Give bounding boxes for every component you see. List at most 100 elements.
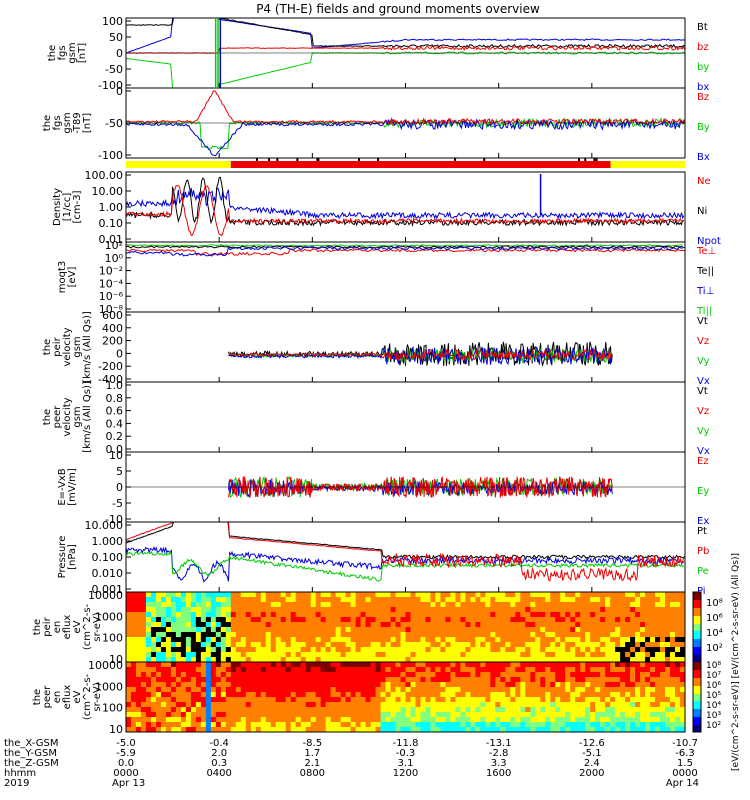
series-line-blue: [125, 17, 686, 54]
peer-spectrogram-cell: [315, 687, 322, 693]
peir-spectrogram-cell: [400, 592, 406, 598]
colorbar-swatch: [693, 674, 701, 676]
peer-spectrogram-cell: [155, 697, 162, 703]
peer-spectrogram-cell: [585, 662, 591, 668]
peer-spectrogram-cell: [680, 687, 686, 693]
peer-spectrogram-cell: [620, 712, 626, 718]
peir-spectrogram-cell: [570, 657, 576, 663]
peer-spectrogram-cell: [205, 697, 212, 703]
peir-spectrogram-cell: [560, 622, 566, 628]
peer-spectrogram-cell: [560, 662, 566, 668]
peer-spectrogram-cell: [320, 672, 327, 678]
peer-spectrogram-cell: [155, 662, 162, 668]
peir-spectrogram-cell: [460, 612, 466, 618]
peer-spectrogram-cell: [205, 662, 212, 668]
peir-spectrogram-cell: [350, 597, 356, 603]
peer-spectrogram-cell: [235, 687, 242, 693]
peer-spectrogram-cell: [395, 662, 401, 668]
peir-spectrogram-cell: [445, 647, 451, 653]
peir-spectrogram-cell: [225, 597, 232, 603]
peer-spectrogram-cell: [580, 667, 586, 673]
status-bar: [126, 158, 685, 168]
peer-spectrogram-cell: [680, 702, 686, 708]
peer-spectrogram-cell: [555, 722, 561, 728]
peer-spectrogram-cell: [660, 697, 666, 703]
peir-spectrogram-cell: [585, 652, 591, 658]
peer-spectrogram-cell: [165, 702, 172, 708]
peir-spectrogram-cell: [335, 637, 342, 643]
peer-spectrogram-cell: [185, 667, 192, 673]
peer-spectrogram-cell: [535, 697, 541, 703]
peer-spectrogram-cell: [150, 707, 157, 713]
peer-spectrogram-cell: [460, 717, 466, 723]
peir-spectrogram-cell: [620, 612, 626, 618]
peer-spectrogram-cell: [130, 692, 137, 698]
peer-spectrogram-cell: [160, 662, 167, 668]
peir-spectrogram-cell: [265, 632, 272, 638]
peir-spectrogram-cell: [400, 612, 406, 618]
peer-spectrogram-cell: [300, 712, 307, 718]
peir-spectrogram-cell: [320, 622, 327, 628]
peir-spectrogram-cell: [340, 647, 347, 653]
peer-spectrogram-cell: [470, 682, 476, 688]
peer-spectrogram-cell: [430, 717, 436, 723]
peer-spectrogram-cell: [180, 692, 187, 698]
peir-spectrogram-cell: [305, 627, 312, 633]
peir-spectrogram-cell: [555, 607, 561, 613]
peer-spectrogram-cell: [605, 712, 611, 718]
peer-spectrogram-cell: [625, 672, 631, 678]
peir-spectrogram-cell: [155, 637, 162, 643]
peir-spectrogram-cell: [460, 642, 466, 648]
peer-spectrogram-cell: [415, 682, 421, 688]
peir-spectrogram-cell: [165, 652, 172, 658]
peer-spectrogram-cell: [350, 667, 356, 673]
peir-spectrogram-cell: [610, 627, 616, 633]
peer-spectrogram-cell: [220, 717, 227, 723]
peir-spectrogram-cell: [235, 602, 242, 608]
peir-spectrogram-cell: [250, 652, 257, 658]
peer-spectrogram-cell: [240, 692, 247, 698]
peir-spectrogram-cell: [270, 592, 277, 598]
peer-spectrogram-cell: [245, 667, 252, 673]
peir-spectrogram-cell: [260, 607, 267, 613]
peir-spectrogram-cell: [605, 602, 611, 608]
peir-spectrogram-cell: [635, 647, 641, 653]
peer-spectrogram-cell: [640, 717, 646, 723]
peir-spectrogram-cell: [275, 637, 282, 643]
series-line-red: [125, 248, 686, 257]
peer-spectrogram-cell: [400, 692, 406, 698]
peir-spectrogram-cell: [220, 647, 227, 653]
peer-spectrogram-cell: [140, 707, 147, 713]
peir-spectrogram-cell: [340, 602, 347, 608]
peer-spectrogram-cell: [215, 677, 222, 683]
peer-spectrogram-cell: [465, 702, 471, 708]
peer-spectrogram-cell: [575, 717, 581, 723]
peir-spectrogram-cell: [190, 592, 197, 598]
peir-spectrogram-cell: [415, 627, 421, 633]
peir-spectrogram-cell: [285, 607, 292, 613]
peir-spectrogram-cell: [420, 657, 426, 663]
peir-spectrogram-cell: [200, 637, 207, 643]
peer-spectrogram-cell: [330, 687, 337, 693]
colorbar-swatch: [693, 685, 701, 687]
peir-spectrogram-cell: [655, 632, 661, 638]
peer-spectrogram-cell: [215, 682, 222, 688]
peir-spectrogram-cell: [655, 592, 661, 598]
peir-spectrogram-cell: [300, 627, 307, 633]
peir-spectrogram-cell: [440, 617, 446, 623]
peir-spectrogram-cell: [440, 627, 446, 633]
peir-spectrogram-cell: [260, 657, 267, 663]
peir-spectrogram-cell: [525, 642, 531, 648]
peir-spectrogram-cell: [350, 622, 356, 628]
peir-spectrogram-cell: [450, 617, 456, 623]
peer-spectrogram-cell: [545, 682, 551, 688]
peir-spectrogram-cell: [390, 607, 396, 613]
series-line-black: [125, 521, 686, 560]
peer-spectrogram-cell: [380, 687, 386, 693]
peir-spectrogram-cell: [425, 602, 431, 608]
peer-spectrogram-cell: [230, 692, 237, 698]
peir-spectrogram-cell: [210, 607, 217, 613]
peer-spectrogram-cell: [495, 672, 501, 678]
peer-spectrogram-cell: [485, 662, 491, 668]
peer-spectrogram-cell: [360, 712, 366, 718]
